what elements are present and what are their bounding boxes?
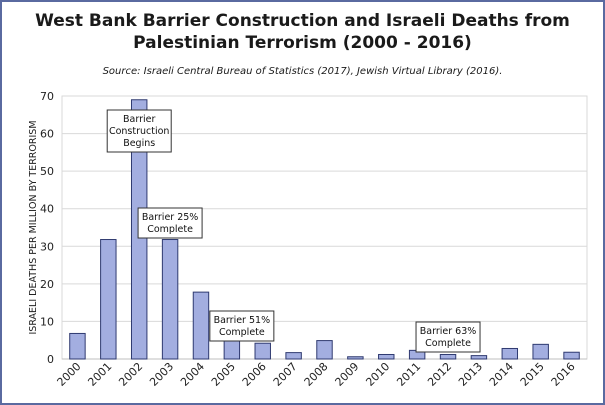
x-tick-label: 2000	[55, 360, 84, 389]
bar	[501, 347, 519, 360]
bar	[192, 291, 210, 360]
annotation-label: Complete	[425, 338, 471, 349]
annotation-label: Complete	[219, 327, 265, 338]
x-tick-label: 2006	[240, 360, 269, 389]
x-tick-label: 2007	[271, 360, 300, 389]
annotation-label: Complete	[147, 224, 193, 235]
annotation-box	[209, 310, 275, 342]
bar	[347, 356, 364, 360]
bar	[316, 340, 333, 360]
annotation-label: Barrier	[123, 114, 155, 125]
chart-subtitle: Source: Israeli Central Bureau of Statis…	[102, 66, 503, 77]
x-tick-label: 2016	[549, 360, 578, 389]
bar	[254, 342, 271, 360]
annotation-label: Barrier 63%	[420, 326, 477, 337]
x-tick-label: 2001	[85, 360, 114, 389]
chart-title-line-2: Palestinian Terrorism (2000 - 2016)	[133, 33, 472, 53]
annotation-box	[106, 109, 172, 153]
bar	[563, 351, 580, 360]
bar	[470, 355, 488, 360]
bar	[532, 343, 549, 360]
annotation-label: Begins	[123, 138, 155, 149]
x-tick-label: 2015	[518, 360, 547, 389]
annotation-box	[137, 207, 203, 239]
x-tick-label: 2002	[116, 360, 145, 389]
bar	[378, 353, 395, 360]
y-tick-label: 70	[40, 90, 54, 103]
y-tick-label: 20	[40, 278, 54, 291]
y-axis-title: ISRAELI DEATHS PER MILLION BY TERRORISM	[28, 120, 39, 334]
annotation-box	[415, 321, 481, 353]
x-tick-label: 2008	[302, 360, 331, 389]
x-tick-label: 2009	[333, 360, 362, 389]
annotation-label: Barrier 51%	[214, 315, 271, 326]
bar	[439, 353, 457, 360]
y-tick-label: 60	[40, 128, 54, 141]
bar	[100, 239, 117, 360]
bar	[285, 352, 302, 360]
y-tick-label: 50	[40, 165, 54, 178]
y-tick-label: 40	[40, 203, 54, 216]
x-tick-label: 2013	[456, 360, 485, 389]
x-tick-label: 2014	[487, 360, 516, 389]
annotation-label: Barrier 25%	[142, 212, 199, 223]
bar	[161, 239, 179, 360]
annotation-label: Construction	[109, 126, 170, 137]
x-tick-label: 2004	[178, 360, 207, 389]
x-tick-label: 2003	[147, 360, 176, 389]
x-tick-label: 2005	[209, 360, 238, 389]
chart-title: West Bank Barrier Construction and Israe…	[2, 10, 603, 54]
x-tick-label: 2012	[425, 360, 454, 389]
y-tick-label: 30	[40, 240, 54, 253]
chart-title-line-1: West Bank Barrier Construction and Israe…	[35, 11, 570, 31]
y-tick-label: 0	[47, 353, 54, 366]
x-tick-label: 2010	[363, 360, 392, 389]
x-tick-label: 2011	[394, 360, 423, 389]
y-tick-label: 10	[40, 315, 54, 328]
bar	[69, 332, 86, 360]
